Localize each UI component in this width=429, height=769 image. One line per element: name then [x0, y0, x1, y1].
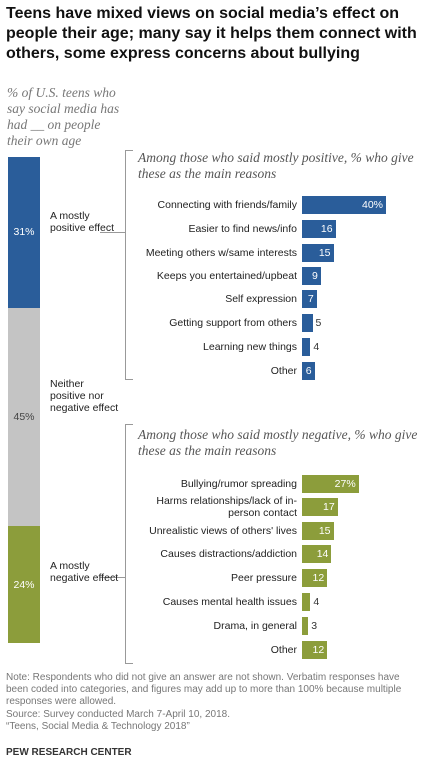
bracket [125, 424, 133, 425]
bar-segment [8, 526, 40, 643]
bar [302, 522, 334, 540]
bracket [125, 150, 126, 380]
data-label: 7 [307, 293, 314, 305]
bar [302, 545, 332, 563]
bracket [125, 379, 133, 380]
data-label: 4 [313, 341, 320, 353]
category-label: Other [270, 644, 297, 656]
bar-segment [8, 157, 40, 308]
report: “Teens, Social Media & Technology 2018” [6, 721, 190, 732]
data-label: 45% [13, 411, 35, 423]
data-label: 40% [361, 199, 383, 211]
data-label: 6 [305, 365, 312, 377]
panel-title: Among those who said mostly positive, % … [138, 150, 414, 181]
data-label: 12 [312, 644, 325, 656]
category-label: A mostly positive effect [50, 210, 115, 234]
bar [302, 196, 386, 214]
bar [302, 498, 338, 516]
bar-segment [8, 307, 40, 527]
bar [302, 617, 309, 635]
connector [100, 232, 125, 233]
data-label: 3 [311, 620, 318, 632]
note: Note: Respondents who did not give an an… [6, 672, 402, 707]
category-label: Drama, in general [213, 620, 297, 632]
bar [302, 220, 336, 238]
category-label: Causes distractions/addiction [160, 548, 297, 560]
bar [302, 593, 311, 611]
category-label: Connecting with friends/family [157, 199, 297, 211]
category-label: Getting support from others [169, 317, 297, 329]
data-label: 24% [13, 578, 35, 591]
data-label: 9 [312, 270, 318, 282]
title: Teens have mixed views on social media’s… [6, 5, 417, 62]
source: Source: Survey conducted March 7-April 1… [6, 709, 231, 720]
bar [302, 244, 334, 262]
data-label: 16 [320, 223, 333, 235]
data-label: 4 [313, 596, 320, 608]
bracket [125, 424, 126, 664]
bar [302, 641, 328, 659]
category-label: Bullying/rumor spreading [180, 478, 297, 490]
brand: PEW RESEARCH CENTER [6, 747, 132, 758]
category-label: Peer pressure [231, 572, 297, 584]
category-label: Self expression [225, 293, 297, 305]
bar [302, 267, 321, 285]
data-label: 27% [334, 478, 356, 490]
data-label: 12 [312, 572, 325, 584]
category-label: Easier to find news/info [188, 223, 297, 235]
data-label: 5 [315, 317, 322, 329]
data-label: 17 [323, 501, 335, 513]
bracket [125, 150, 133, 151]
bar [302, 362, 315, 380]
category-label: Causes mental health issues [162, 596, 297, 608]
category-label: Harms relationships/lack of in-person co… [156, 495, 297, 519]
category-label: Meeting others w/same interests [145, 247, 297, 259]
panel-title: Among those who said mostly negative, % … [138, 427, 418, 458]
category-label: Neither positive nor negative effect [50, 378, 119, 414]
bar [302, 569, 328, 587]
bracket [125, 663, 133, 664]
category-label: Keeps you entertained/upbeat [156, 270, 297, 282]
bar [302, 314, 313, 332]
bar [302, 290, 317, 308]
category-label: Other [270, 365, 297, 377]
bar [302, 338, 311, 356]
data-label: 15 [318, 247, 331, 259]
data-label: 31% [13, 226, 35, 239]
category-label: A mostly negative effect [50, 560, 119, 584]
category-label: Unrealistic views of others' lives [149, 525, 297, 537]
bar [302, 475, 359, 493]
data-label: 14 [316, 548, 329, 560]
subtitle: % of U.S. teens who say social media has… [7, 85, 120, 148]
data-label: 15 [318, 525, 331, 537]
category-label: Learning new things [203, 341, 297, 353]
connector [100, 577, 125, 578]
